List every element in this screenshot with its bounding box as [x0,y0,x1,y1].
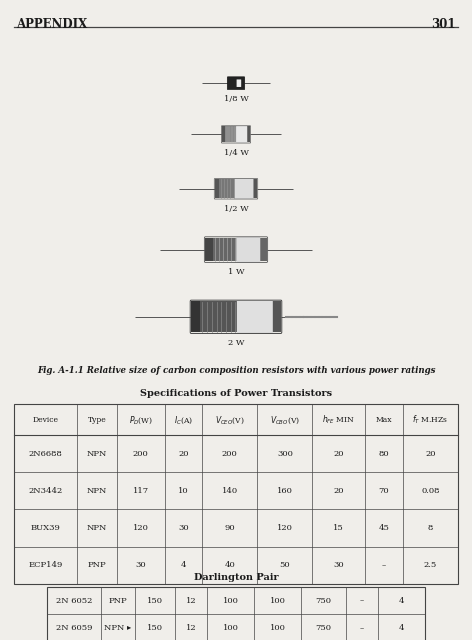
Text: NPN: NPN [87,450,107,458]
FancyBboxPatch shape [236,79,241,87]
Text: 2N 6052: 2N 6052 [56,596,92,605]
Text: 15: 15 [333,524,344,532]
Text: 2N6688: 2N6688 [28,450,62,458]
Text: 1/2 W: 1/2 W [224,205,248,212]
Text: 100: 100 [223,624,239,632]
Text: –: – [360,596,364,605]
Text: –: – [382,561,386,569]
FancyBboxPatch shape [236,237,260,262]
Text: APPENDIX: APPENDIX [17,18,88,31]
Text: NPN ▸: NPN ▸ [104,624,131,632]
Bar [259,238,267,261]
Bar [247,126,250,142]
Text: $f_T$ M.HZs: $f_T$ M.HZs [412,413,448,426]
Text: Type: Type [87,416,106,424]
Text: 2 W: 2 W [228,339,244,347]
Text: 150: 150 [147,596,163,605]
Text: Max: Max [376,416,392,424]
Text: 1 W: 1 W [228,268,244,275]
Bar [253,179,257,198]
FancyBboxPatch shape [237,300,273,333]
Text: $I_C$(A): $I_C$(A) [174,414,193,426]
Text: 200: 200 [133,450,149,458]
Text: ECP149: ECP149 [28,561,63,569]
Text: 4: 4 [181,561,186,569]
Bar [225,126,236,142]
Text: 20: 20 [425,450,436,458]
Text: BUX39: BUX39 [31,524,60,532]
Bar [213,238,237,261]
Text: 12: 12 [186,596,196,605]
Text: 2N3442: 2N3442 [28,487,63,495]
FancyBboxPatch shape [228,77,244,90]
Text: Device: Device [33,416,59,424]
Text: NPN: NPN [87,524,107,532]
Text: 150: 150 [147,624,163,632]
FancyBboxPatch shape [235,179,253,199]
Bar [222,126,225,142]
Text: 20: 20 [334,487,344,495]
Text: 750: 750 [315,624,331,632]
Text: –: – [360,624,364,632]
Bar [200,301,238,332]
Text: 90: 90 [224,524,235,532]
Text: 2N 6059: 2N 6059 [56,624,92,632]
Text: 12: 12 [186,624,196,632]
Text: 80: 80 [379,450,389,458]
Text: 200: 200 [222,450,237,458]
Text: 45: 45 [379,524,389,532]
Bar [14,404,458,584]
Text: 30: 30 [135,561,146,569]
Text: 20: 20 [334,450,344,458]
Bar [272,301,281,332]
Text: 10: 10 [178,487,189,495]
Text: 1/4 W: 1/4 W [224,148,248,157]
Text: 2.5: 2.5 [424,561,437,569]
Text: $V_{CEO}$(V): $V_{CEO}$(V) [215,414,244,426]
Text: NPN: NPN [87,487,107,495]
Text: PNP: PNP [108,596,127,605]
Bar [219,179,235,198]
Text: 0.08: 0.08 [421,487,439,495]
Text: $V_{CBO}$(V): $V_{CBO}$(V) [270,414,300,426]
Text: PNP: PNP [88,561,106,569]
Text: 40: 40 [224,561,235,569]
Text: Darlington Pair: Darlington Pair [194,573,278,582]
Bar [215,179,219,198]
Text: 1/8 W: 1/8 W [224,95,248,103]
Text: 30: 30 [178,524,189,532]
Text: 120: 120 [277,524,293,532]
Text: 160: 160 [277,487,293,495]
Text: Fig. A-1.1 Relative size of carbon composition resistors with various power rati: Fig. A-1.1 Relative size of carbon compo… [37,366,435,375]
Text: 117: 117 [133,487,149,495]
Text: 30: 30 [333,561,344,569]
Text: 301: 301 [431,18,455,31]
Text: 4: 4 [398,624,404,632]
Text: 50: 50 [279,561,290,569]
Text: 750: 750 [315,596,331,605]
Text: $h_{FE}$ MIN: $h_{FE}$ MIN [322,413,355,426]
Text: 4: 4 [398,596,404,605]
Text: 120: 120 [133,524,149,532]
Text: 300: 300 [277,450,293,458]
Bar [205,238,213,261]
Bar [47,587,425,640]
Text: 20: 20 [178,450,189,458]
Text: 140: 140 [222,487,238,495]
Text: 100: 100 [223,596,239,605]
Text: 70: 70 [379,487,389,495]
Text: 8: 8 [428,524,433,532]
Text: $P_D$(W): $P_D$(W) [129,414,153,426]
Text: 100: 100 [270,624,286,632]
FancyBboxPatch shape [236,125,247,143]
Text: 100: 100 [270,596,286,605]
Text: Specifications of Power Transistors: Specifications of Power Transistors [140,389,332,398]
Bar [191,301,200,332]
